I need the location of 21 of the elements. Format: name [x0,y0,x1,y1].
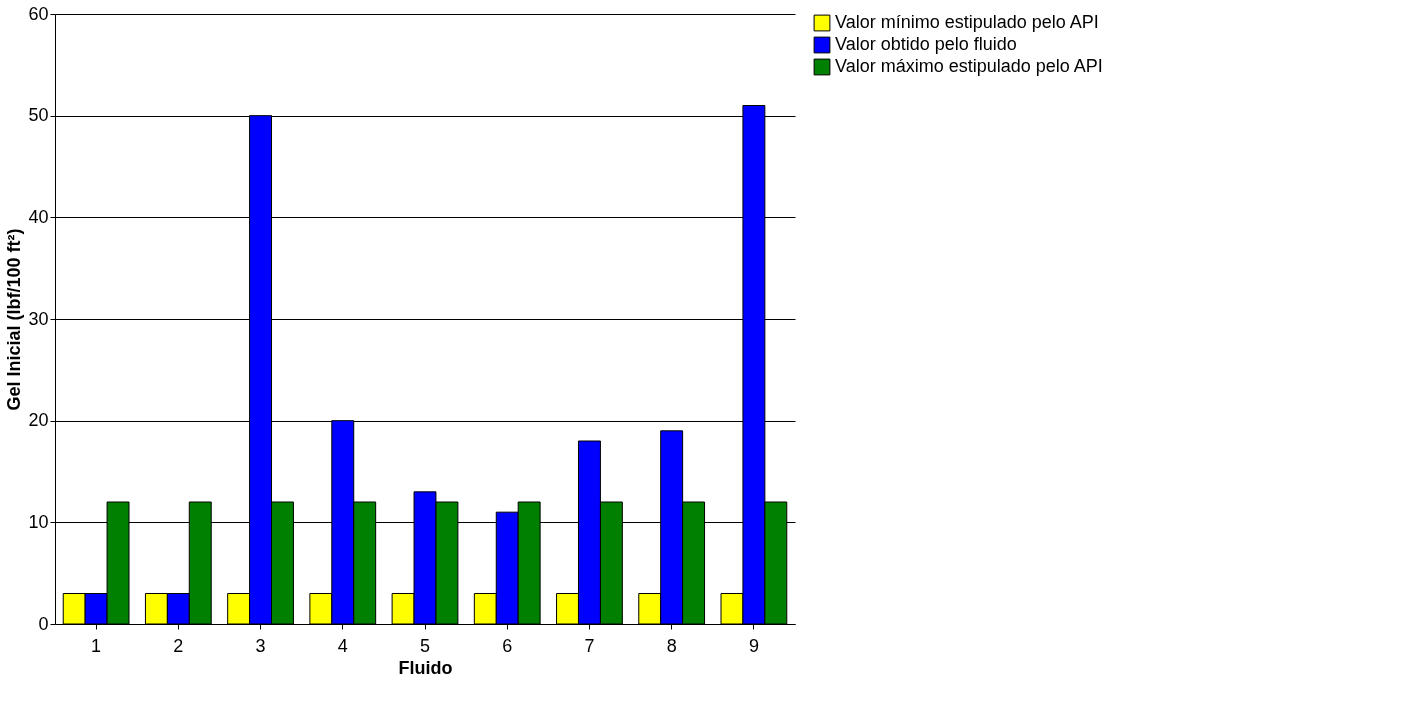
y-tick-label: 0 [38,613,49,634]
x-tick-label: 8 [666,635,677,656]
legend-label: Valor mínimo estipulado pelo API [835,12,1099,32]
y-tick-label: 20 [28,410,49,431]
x-tick-label: 2 [173,635,184,656]
y-tick-label: 40 [28,206,49,227]
y-tick-label: 60 [28,3,49,24]
y-tick-label: 50 [28,105,49,126]
x-tick-label: 3 [255,635,266,656]
x-tick-label: 5 [419,635,431,656]
x-axis-title: Fluido [398,657,453,678]
x-tick-label: 4 [337,635,348,656]
x-tick-label: 9 [748,635,759,656]
x-tick-label: 7 [584,635,595,656]
y-tick-label: 10 [28,511,49,532]
y-axis-title: Gel Inicial (lbf/100 ft²) [4,228,25,411]
y-tick-label: 30 [28,308,49,329]
x-tick-label: 1 [91,635,102,656]
x-tick-label: 6 [502,635,513,656]
legend-label: Valor obtido pelo fluido [835,34,1017,54]
legend-label: Valor máximo estipulado pelo API [835,56,1103,76]
